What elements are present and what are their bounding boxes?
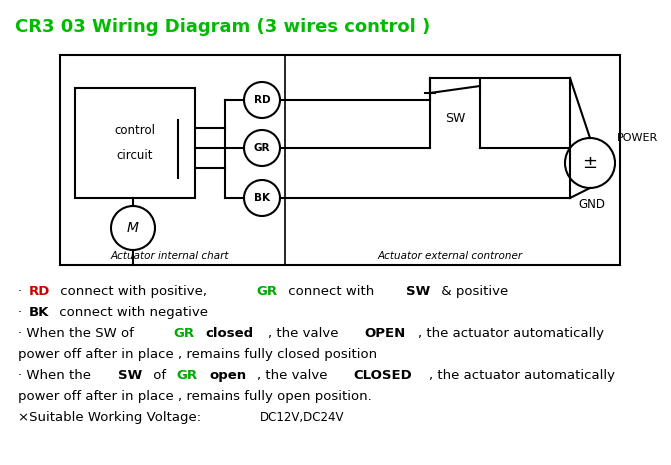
Text: ×Suitable Working Voltage:: ×Suitable Working Voltage:	[18, 411, 205, 424]
Text: GND: GND	[578, 198, 605, 211]
Text: SW: SW	[445, 112, 465, 125]
Text: DC12V,DC24V: DC12V,DC24V	[260, 411, 344, 424]
Text: , the valve: , the valve	[268, 327, 343, 340]
Text: GR: GR	[254, 143, 270, 153]
Text: ·: ·	[18, 306, 26, 319]
Text: , the actuator automatically: , the actuator automatically	[429, 369, 615, 382]
Text: CR3 03 Wiring Diagram (3 wires control ): CR3 03 Wiring Diagram (3 wires control )	[15, 18, 430, 36]
Text: OPEN: OPEN	[364, 327, 405, 340]
Text: RD: RD	[29, 285, 50, 298]
Text: connect with negative: connect with negative	[55, 306, 208, 319]
Text: Actuator external controner: Actuator external controner	[377, 251, 523, 261]
Text: GR: GR	[257, 285, 278, 298]
Text: SW: SW	[117, 369, 142, 382]
Text: RD: RD	[254, 95, 270, 105]
Text: , the valve: , the valve	[257, 369, 332, 382]
Text: BK: BK	[29, 306, 49, 319]
Text: , the actuator automatically: , the actuator automatically	[417, 327, 603, 340]
Text: closed: closed	[206, 327, 254, 340]
Text: CLOSED: CLOSED	[354, 369, 413, 382]
Text: control: control	[115, 124, 156, 137]
Text: & positive: & positive	[437, 285, 509, 298]
Text: power off after in place , remains fully open position.: power off after in place , remains fully…	[18, 390, 372, 403]
Text: connect with: connect with	[284, 285, 378, 298]
Text: M: M	[127, 221, 139, 235]
Text: SW: SW	[406, 285, 430, 298]
Text: · When the: · When the	[18, 369, 95, 382]
Text: of: of	[149, 369, 170, 382]
Text: BK: BK	[254, 193, 270, 203]
Text: GR: GR	[176, 369, 198, 382]
Text: open: open	[209, 369, 246, 382]
Text: GR: GR	[173, 327, 194, 340]
Text: Actuator internal chart: Actuator internal chart	[111, 251, 229, 261]
Text: power off after in place , remains fully closed position: power off after in place , remains fully…	[18, 348, 377, 361]
Bar	[75, 88, 195, 198]
Text: ·: ·	[18, 285, 26, 298]
Text: circuit: circuit	[117, 148, 153, 161]
Bar	[60, 55, 620, 265]
Text: · When the SW of: · When the SW of	[18, 327, 138, 340]
Text: ±: ±	[582, 154, 597, 172]
Text: POWER: POWER	[617, 133, 658, 143]
Text: connect with positive,: connect with positive,	[56, 285, 211, 298]
